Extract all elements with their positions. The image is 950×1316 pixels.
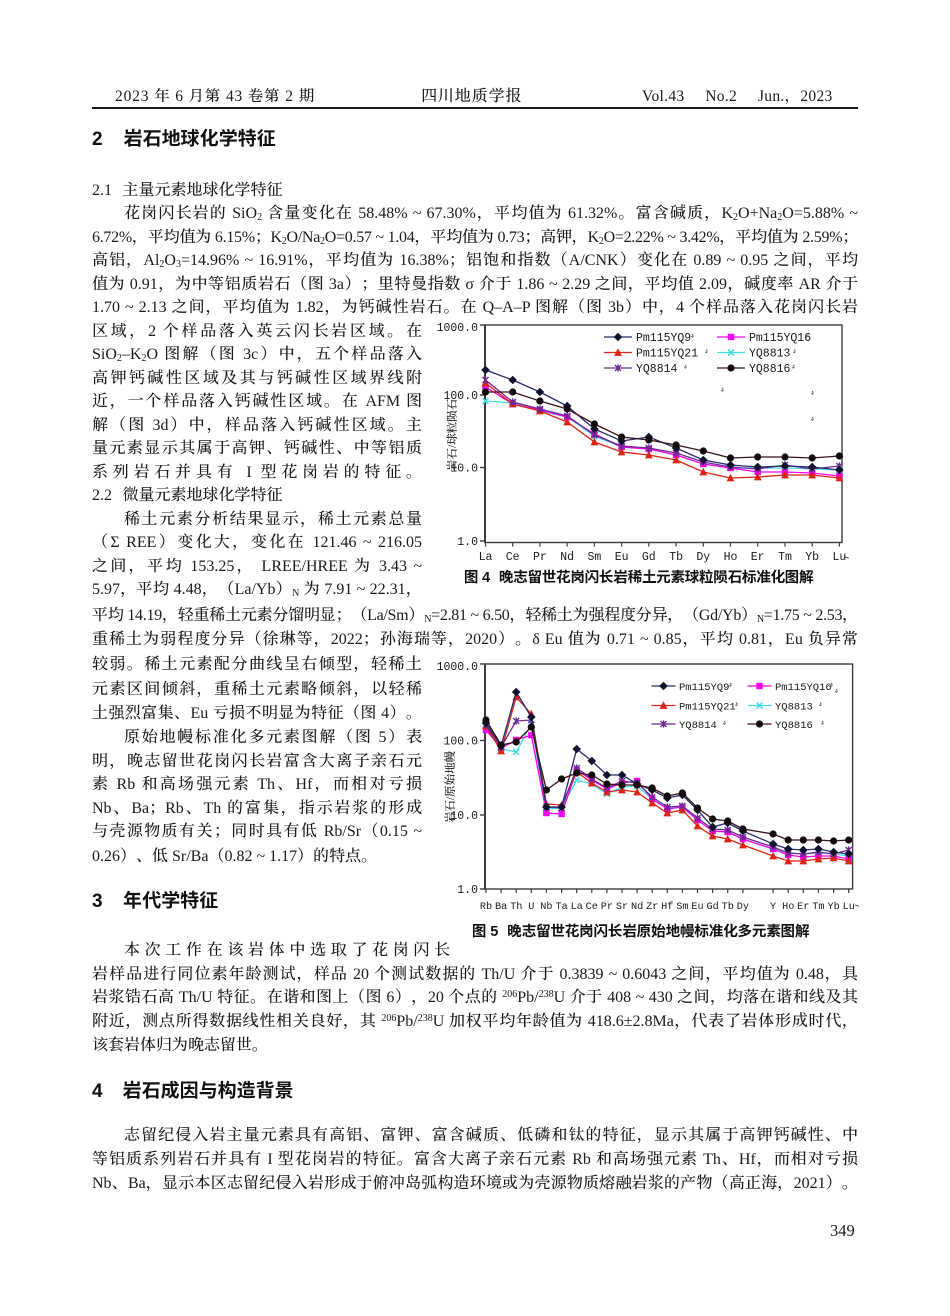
svg-text:Dy: Dy: [737, 902, 749, 913]
svg-text:Pm115YQ21: Pm115YQ21: [679, 701, 736, 713]
svg-text:YQ8816: YQ8816: [749, 363, 791, 376]
svg-text:Rb: Rb: [480, 901, 492, 913]
svg-text:100.0: 100.0: [443, 390, 478, 403]
svg-text:Pm115YQ16: Pm115YQ16: [749, 332, 811, 345]
svg-text:Sm: Sm: [676, 902, 688, 913]
svg-text:Tb: Tb: [722, 901, 734, 913]
svg-text:Pr: Pr: [601, 902, 613, 913]
svg-text:Ho: Ho: [782, 902, 794, 913]
svg-text:Yb: Yb: [827, 901, 839, 913]
svg-text:Pm115YQ21: Pm115YQ21: [636, 348, 698, 361]
svg-text:1000.0: 1000.0: [437, 661, 479, 674]
svg-text:YQ8813: YQ8813: [749, 348, 791, 361]
svg-text:U: U: [528, 902, 534, 913]
svg-text:岩石/原始地幔: 岩石/原始地幔: [442, 750, 458, 823]
svg-text:10.0: 10.0: [450, 463, 478, 476]
svg-text:Pm115YQ9: Pm115YQ9: [636, 332, 691, 345]
svg-text:1000.0: 1000.0: [437, 322, 479, 335]
svg-text:Nb: Nb: [540, 901, 552, 913]
svg-text:La: La: [571, 902, 583, 913]
svg-text:Gd: Gd: [642, 551, 656, 564]
svg-text:Sm: Sm: [587, 551, 601, 564]
svg-text:1.0: 1.0: [457, 884, 478, 897]
svg-text:Eu: Eu: [691, 902, 703, 913]
svg-text:Lu: Lu: [832, 551, 846, 564]
svg-text:100.0: 100.0: [443, 736, 478, 749]
svg-text:Nd: Nd: [560, 551, 574, 564]
svg-text:Yb: Yb: [805, 551, 819, 564]
svg-text:Pm115YQ9: Pm115YQ9: [679, 682, 729, 694]
svg-text:YQ8816: YQ8816: [775, 720, 813, 732]
svg-text:La: La: [479, 551, 493, 564]
svg-text:YQ8814: YQ8814: [679, 720, 717, 732]
svg-text:Ta: Ta: [555, 902, 567, 913]
svg-text:Sr: Sr: [616, 902, 628, 913]
svg-text:Tm: Tm: [778, 551, 792, 564]
svg-text:Dy: Dy: [696, 551, 710, 564]
svg-text:Ba: Ba: [495, 902, 507, 913]
svg-text:10.0: 10.0: [450, 810, 478, 823]
svg-text:YQ8814: YQ8814: [636, 363, 678, 376]
svg-text:Pr: Pr: [533, 551, 547, 564]
svg-text:Th: Th: [510, 901, 522, 913]
svg-text:YQ8813: YQ8813: [775, 701, 813, 713]
svg-text:Eu: Eu: [615, 551, 629, 564]
svg-text:Zr: Zr: [646, 902, 658, 913]
svg-text:Tm: Tm: [812, 902, 824, 913]
svg-text:岩石/球粒陨石: 岩石/球粒陨石: [444, 398, 460, 471]
svg-text:Ho: Ho: [724, 551, 738, 564]
svg-text:Er: Er: [751, 551, 765, 564]
svg-text:Pm115YQ16: Pm115YQ16: [775, 682, 832, 694]
svg-text:Lu: Lu: [843, 902, 855, 913]
svg-text:Er: Er: [797, 902, 809, 913]
svg-text:Y: Y: [770, 902, 776, 913]
svg-text:Ce: Ce: [586, 902, 598, 913]
svg-text:Hf: Hf: [661, 901, 673, 913]
svg-text:Nd: Nd: [631, 901, 643, 913]
svg-text:Gd: Gd: [706, 901, 718, 913]
svg-text:Tb: Tb: [669, 551, 683, 564]
svg-text:Ce: Ce: [506, 551, 520, 564]
svg-text:1.0: 1.0: [457, 536, 478, 549]
